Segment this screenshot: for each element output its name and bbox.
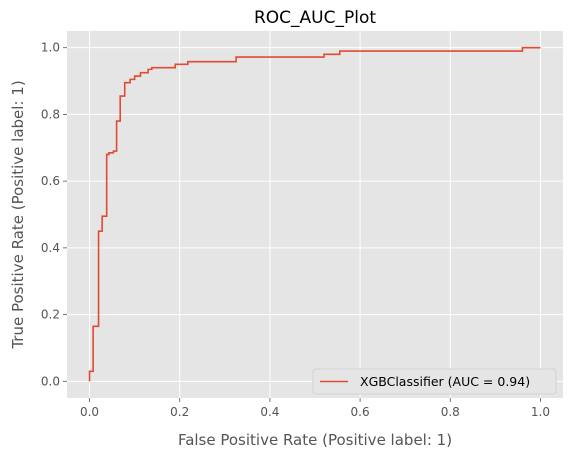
- legend-entry: XGBClassifier (AUC = 0.94): [360, 374, 530, 389]
- legend: XGBClassifier (AUC = 0.94): [312, 368, 557, 395]
- x-tick-label: 0.4: [260, 405, 279, 419]
- series-layer: [88, 46, 541, 382]
- legend-box: [312, 368, 557, 395]
- roc-curve-line: [88, 46, 541, 382]
- y-tick-labels: 0.0 0.2 0.4 0.6 0.8 1.0: [41, 41, 67, 388]
- plot-area: [67, 31, 563, 398]
- y-tick-label: 0.4: [41, 241, 60, 255]
- x-tick-label: 0.8: [441, 405, 460, 419]
- x-tick-labels: 0.0 0.2 0.4 0.6 0.8 1.0: [80, 398, 550, 419]
- y-tick-label: 0.6: [41, 174, 60, 188]
- y-tick-label: 0.2: [41, 308, 60, 322]
- x-tick-label: 1.0: [531, 405, 550, 419]
- x-tick-label: 0.2: [170, 405, 189, 419]
- y-tick-label: 1.0: [41, 41, 60, 55]
- y-tick-label: 0.0: [41, 374, 60, 388]
- x-axis-label: False Positive Rate (Positive label: 1): [178, 431, 452, 449]
- y-axis-label: True Positive Rate (Positive label: 1): [9, 80, 27, 349]
- x-tick-label: 0.0: [80, 405, 99, 419]
- x-tick-label: 0.6: [351, 405, 370, 419]
- grid-lines: [67, 31, 563, 398]
- chart-title: ROC_AUC_Plot: [254, 8, 376, 28]
- y-tick-label: 0.8: [41, 107, 60, 121]
